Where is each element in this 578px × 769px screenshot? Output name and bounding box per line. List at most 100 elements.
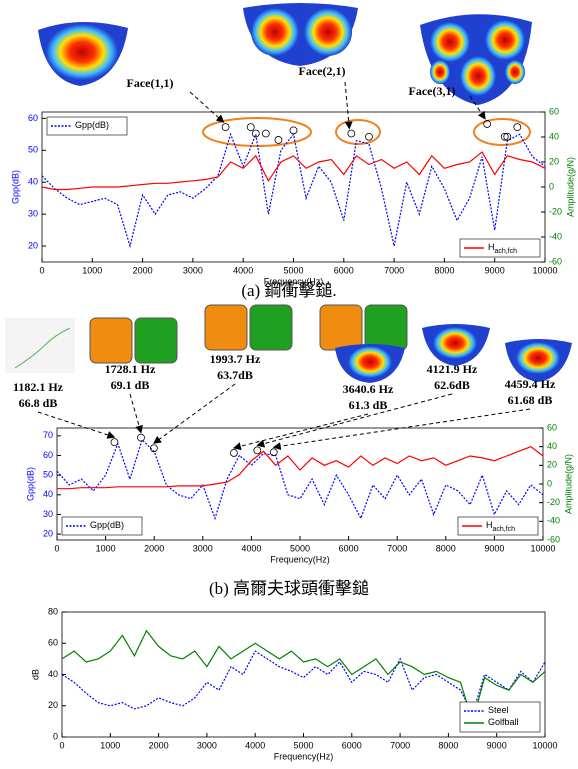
x-tick-label: 8000 [434, 265, 454, 275]
annotation-level: 69.1 dB [111, 378, 150, 392]
figure: 0100020003000400050006000700080009000100… [0, 0, 578, 764]
annotation-arrow [130, 394, 141, 433]
legend-name: Steel [488, 705, 509, 715]
y2-tick-label: 60 [547, 422, 557, 432]
peak-marker [222, 124, 229, 131]
y-tick-label: 80 [48, 606, 58, 616]
x-tick-label: 6000 [339, 543, 359, 553]
mode-shape-images-b [5, 305, 572, 383]
x-tick-label: 1000 [100, 740, 120, 750]
x-tick-label: 0 [59, 740, 64, 750]
x-tick-label: 3000 [183, 265, 203, 275]
x-tick-label: 5000 [293, 740, 313, 750]
x-tick-label: 9000 [487, 740, 507, 750]
x-tick-label: 0 [54, 543, 59, 553]
annotation-level: 61.68 dB [508, 393, 553, 407]
y-axis-label: Gpp(dB) [25, 467, 35, 501]
series-line [42, 152, 545, 190]
y2-tick-label: 60 [549, 106, 559, 116]
y2-tick-label: 40 [549, 131, 559, 141]
x-tick-label: 9000 [484, 543, 504, 553]
peak-marker [137, 434, 144, 441]
y-tick-label: 20 [43, 528, 53, 538]
y-tick-label: 20 [48, 700, 58, 710]
annotation-level: 62.6dB [434, 378, 470, 392]
annotation-freq: 1993.7 Hz [210, 352, 261, 366]
legend-label: Steel [488, 705, 509, 715]
mode-shape-images [38, 3, 532, 105]
y2-tick-label: -60 [549, 256, 562, 266]
peak-marker [348, 130, 355, 137]
x-tick-label: 2000 [149, 740, 169, 750]
annotation-freq: 1182.1 Hz [13, 380, 64, 394]
y-tick-label: 50 [43, 470, 53, 480]
y-tick-label: 40 [48, 669, 58, 679]
legend-name: Gpp(dB) [75, 120, 109, 130]
annotation: Face(3,1) [409, 84, 456, 98]
peak-marker [230, 449, 237, 456]
x-tick-label: 3000 [193, 543, 213, 553]
y2-tick-label: 40 [547, 441, 557, 451]
x-tick-label: 3000 [197, 740, 217, 750]
legend-label: Gpp(dB) [75, 120, 109, 130]
legend: Steel Golfball [460, 702, 540, 732]
x-tick-label: 4000 [241, 543, 261, 553]
peak-marker [262, 130, 269, 137]
caption: (b) 高爾夫球頭衝擊鎚 [209, 579, 369, 598]
annotation: Face(2,1) [299, 64, 346, 78]
legend-subscript: ach,fch [493, 526, 516, 533]
annotation-level: 66.8 dB [19, 396, 58, 410]
legend: Gpp(dB) [62, 517, 142, 535]
peak-marker [270, 449, 277, 456]
y2-tick-label: 0 [547, 478, 552, 488]
y2-tick-label: -40 [549, 231, 562, 241]
y-tick-label: 40 [43, 489, 53, 499]
annotation-freq: 1728.1 Hz [105, 362, 156, 376]
x-tick-label: 7000 [384, 265, 404, 275]
y2-tick-label: -20 [547, 497, 560, 507]
x-axis-label: Frequency(Hz) [270, 554, 330, 564]
annotation-level: 63.7dB [217, 368, 253, 382]
legend-subscript: ach,fch [495, 248, 518, 255]
y2-axis-label: Amplitude(g/N) [563, 454, 573, 514]
x-tick-label: 10000 [532, 265, 557, 275]
x-tick-label: 0 [39, 265, 44, 275]
annotation-freq: 4459.4 Hz [505, 377, 556, 391]
x-tick-label: 8000 [436, 543, 456, 553]
peak-marker [254, 447, 261, 454]
annotation-arrow [154, 384, 235, 443]
legend: Gpp(dB) [47, 117, 127, 135]
x-tick-label: 10000 [532, 740, 557, 750]
x-tick-label: 2000 [133, 265, 153, 275]
y-tick-label: 30 [43, 509, 53, 519]
y2-tick-label: -20 [549, 206, 562, 216]
x-tick-label: 4000 [233, 265, 253, 275]
annotation-freq: 3640.6 Hz [343, 382, 394, 396]
y2-tick-label: 20 [549, 156, 559, 166]
legend: Hach,fch [458, 517, 538, 535]
y-tick-label: 50 [28, 145, 38, 155]
x-tick-label: 5000 [283, 265, 303, 275]
caption: (a) 鋼衝擊鎚. [241, 281, 336, 300]
legend-name: Golfball [488, 717, 519, 727]
x-tick-label: 9000 [485, 265, 505, 275]
x-tick-label: 7000 [390, 740, 410, 750]
peak-marker [290, 127, 297, 134]
y-axis-label: dB [30, 669, 40, 680]
legend: Hach,fch [460, 239, 540, 257]
peak-marker [514, 124, 521, 131]
series-line [57, 440, 543, 519]
y2-tick-label: -40 [547, 516, 560, 526]
y-tick-label: 40 [28, 177, 38, 187]
peak-marker [365, 133, 372, 140]
x-tick-label: 2000 [144, 543, 164, 553]
y-tick-label: 60 [48, 638, 58, 648]
x-tick-label: 1000 [96, 543, 116, 553]
peak-groups [203, 118, 530, 146]
peak-marker [111, 439, 118, 446]
y2-axis-label: Amplitude(g/N) [565, 157, 575, 217]
legend-name: Gpp(dB) [90, 520, 124, 530]
x-tick-label: 6000 [334, 265, 354, 275]
x-tick-label: 6000 [342, 740, 362, 750]
series-line [57, 447, 543, 489]
